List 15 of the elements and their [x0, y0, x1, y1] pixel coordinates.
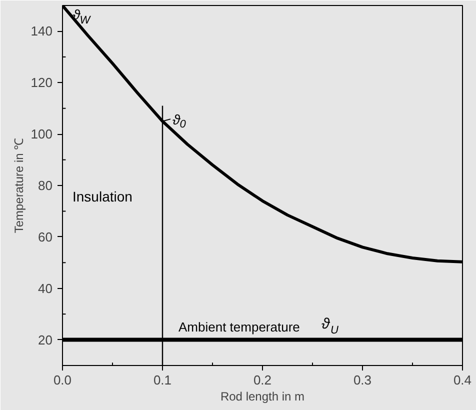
y-tick-label: 40 — [38, 280, 53, 296]
x-tick-label: 0.3 — [353, 372, 372, 388]
x-tick-label: 0.1 — [153, 372, 172, 388]
x-tick-label: 0.2 — [253, 372, 272, 388]
y-tick-label: 60 — [38, 229, 53, 244]
x-tick-label: 0.4 — [453, 372, 472, 388]
y-tick-label: 140 — [30, 24, 53, 39]
y-tick-label: 20 — [38, 332, 53, 348]
y-tick-label: 80 — [38, 178, 53, 193]
annotation: Insulation — [72, 188, 132, 204]
y-axis-title: Temperature in ℃ — [12, 138, 26, 234]
x-tick-label: 0.0 — [53, 372, 72, 388]
y-tick-label: 100 — [30, 126, 53, 142]
x-axis-title: Rod length in m — [220, 390, 305, 404]
y-tick-label: 120 — [30, 75, 53, 90]
